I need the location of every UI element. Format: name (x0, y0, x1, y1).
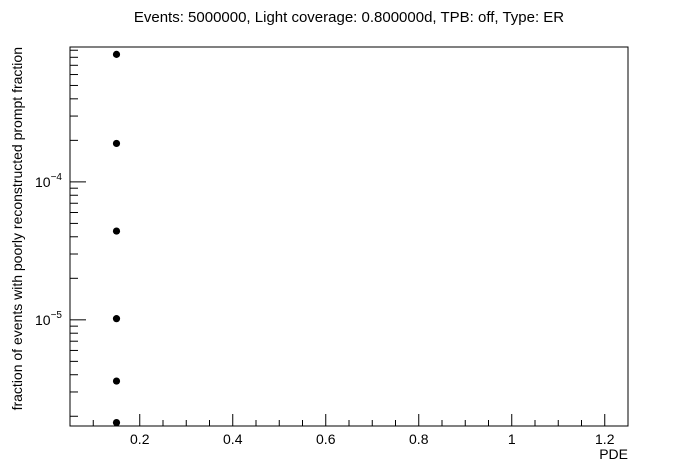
data-point (112, 418, 121, 427)
x-axis: 0.2 0.4 0.6 0.8 1 1.2 (92, 414, 629, 447)
x-axis-label: PDE (599, 446, 628, 462)
y-tick-label: 10−5 (35, 310, 62, 328)
y-tick-label: 10−4 (35, 172, 62, 190)
data-point (112, 139, 121, 148)
data-point (112, 315, 121, 323)
chart-title: Events: 5000000, Light coverage: 0.80000… (134, 9, 564, 26)
y-axis-label: fraction of events with poorly reconstru… (9, 47, 25, 410)
y-axis: 10−410−5 (35, 49, 86, 417)
data-points (112, 50, 121, 427)
plot-frame (69, 46, 629, 427)
y-tick-exponent: −4 (51, 172, 63, 183)
y-tick-exponent: −5 (51, 310, 63, 321)
x-tick-label: 1.2 (595, 431, 615, 447)
x-tick-label: 1 (508, 431, 516, 447)
data-point (112, 377, 121, 385)
data-point (112, 50, 121, 58)
x-tick-label: 0.6 (316, 431, 336, 447)
data-point (112, 227, 121, 235)
x-tick-label: 0.2 (130, 431, 150, 447)
y-tick-base: 10 (35, 312, 51, 328)
x-tick-label: 0.4 (223, 431, 243, 447)
x-tick-label: 0.8 (409, 431, 429, 447)
y-tick-base: 10 (35, 174, 51, 190)
